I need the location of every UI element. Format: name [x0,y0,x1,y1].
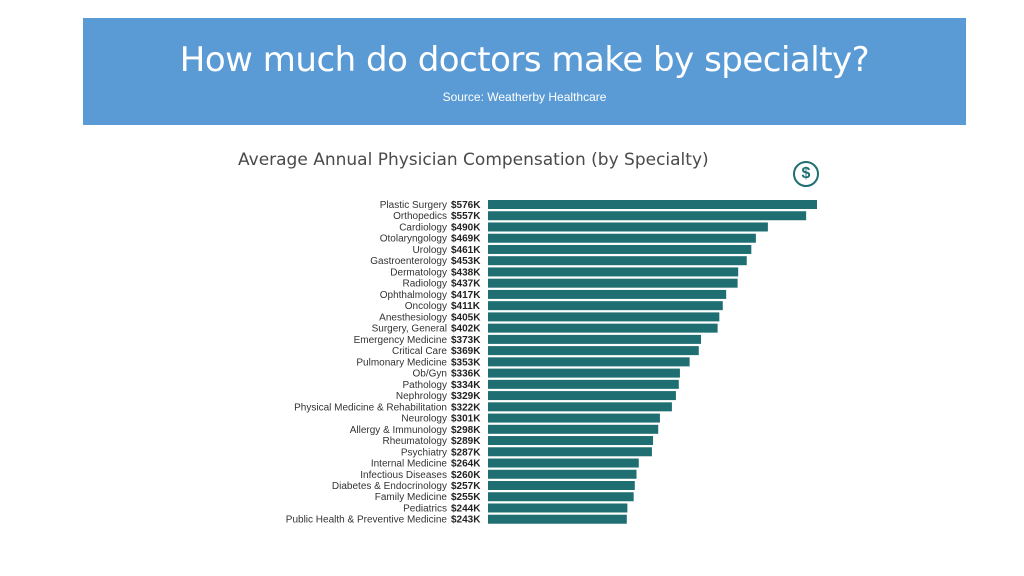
category-label: Dermatology [390,267,447,278]
category-label: Urology [413,245,447,256]
bar [488,312,720,322]
value-label: $437K [451,279,481,290]
value-label: $264K [451,459,481,470]
category-label: Plastic Surgery [380,200,447,211]
category-label: Nephrology [396,391,447,402]
value-label: $287K [451,447,481,458]
bar [488,323,718,333]
category-label: Rheumatology [383,436,447,447]
category-label: Radiology [403,279,447,290]
bar [488,424,659,434]
category-label: Critical Care [392,346,447,357]
category-label: Internal Medicine [371,459,448,470]
value-label: $243K [451,515,481,526]
bar [488,481,635,490]
value-label: $438K [451,267,481,278]
bar [488,222,768,232]
value-label: $469K [451,234,481,245]
value-label: $405K [451,312,481,323]
value-label: $576K [451,200,481,211]
bar [488,256,747,266]
category-label: Pathology [403,380,447,391]
bar [488,357,690,367]
bar [488,514,627,524]
bar [488,346,699,356]
category-label: Psychiatry [401,447,447,458]
category-label: Emergency Medicine [354,335,448,346]
value-label: $244K [451,503,481,514]
value-label: $369K [451,346,481,357]
bar [488,492,634,502]
category-label: Ob/Gyn [413,369,447,380]
bar [488,436,654,446]
bar [488,413,660,423]
source-caption: Source: Weatherby Healthcare [442,90,607,104]
bar [488,334,702,344]
category-label: Surgery, General [372,324,447,335]
value-label: $260K [451,470,481,481]
bar [488,278,738,288]
value-label: $490K [451,222,481,233]
value-label: $353K [451,357,481,368]
category-label: Orthopedics [393,211,447,222]
value-label: $301K [451,414,481,425]
category-label: Otolaryngology [380,234,447,245]
category-label: Pulmonary Medicine [356,357,447,368]
value-label: $557K [451,211,481,222]
category-label: Family Medicine [375,492,448,503]
page-title: How much do doctors make by specialty? [179,40,870,80]
category-label: Neurology [401,414,447,425]
bar [488,379,679,389]
value-label: $289K [451,436,481,447]
bar [488,447,652,457]
value-label: $402K [451,324,481,335]
category-label: Gastroenterology [370,256,447,267]
dollar-icon: $ [793,161,819,187]
category-label: Allergy & Immunology [350,425,447,436]
value-label: $461K [451,245,481,256]
category-label: Cardiology [399,222,447,233]
category-label: Physical Medicine & Rehabilitation [294,402,447,413]
value-label: $322K [451,402,481,413]
bar [488,267,739,277]
value-label: $329K [451,391,481,402]
bar [488,391,676,401]
bar [488,469,637,479]
bar [488,458,639,468]
value-label: $334K [451,380,481,391]
category-label: Public Health & Preventive Medicine [286,515,448,526]
value-label: $411K [451,301,481,312]
bar [488,289,727,299]
bar [488,211,807,221]
chart-title: Average Annual Physician Compensation (b… [238,150,709,170]
bar [488,233,756,243]
bar [488,244,752,254]
category-label: Oncology [405,301,447,312]
category-label: Pediatrics [403,503,447,514]
value-label: $453K [451,256,481,267]
bar [488,200,817,209]
value-label: $255K [451,492,481,503]
value-label: $373K [451,335,481,346]
category-label: Ophthalmology [380,290,447,301]
bar [488,402,672,412]
value-label: $417K [451,290,481,301]
category-label: Infectious Diseases [360,470,447,481]
bar [488,503,628,513]
title-banner: How much do doctors make by specialty? S… [83,18,966,125]
bar [488,368,680,378]
value-label: $336K [451,369,481,380]
bar [488,301,723,311]
category-label: Diabetes & Endocrinology [332,481,447,492]
category-label: Anesthesiology [379,312,447,323]
value-label: $257K [451,481,481,492]
value-label: $298K [451,425,481,436]
